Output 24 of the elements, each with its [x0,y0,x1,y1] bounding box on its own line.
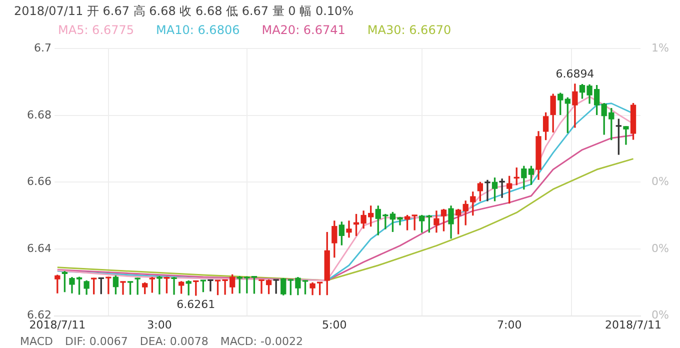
text: DIF: 0.0067 [64,335,128,348]
y2-tick-label: 0% [652,175,669,188]
text: MACD: -0.0022 [220,335,303,348]
text: MA5: 6.6775 [58,23,134,39]
candlestick [412,214,418,230]
x-tick-label: 3:00 [147,318,172,332]
text: DEA: 0.0078 [140,335,208,348]
y-tick-label: 6.68 [26,108,52,122]
annotation: 6.6894 [556,67,594,80]
y-tick-label: 6.7 [34,41,52,54]
y2-tick-label: 0% [652,242,669,255]
x-tick-label: 5:00 [322,318,347,332]
y2-tick-label: 1% [652,41,669,54]
text: MA10: 6.6806 [156,23,240,39]
text: MA30: 6.6670 [367,23,452,39]
y-tick-label: 6.64 [26,242,52,255]
chart-title: 2018/07/11 开 6.67 高 6.68 收 6.68 低 6.67 量 0 幅 0.10% [13,3,355,20]
x-tick-label: 7:00 [496,318,522,332]
y-tick-label: 6.66 [26,175,52,188]
candlestick [200,280,206,292]
annotation: 6.6261 [176,298,216,311]
text: MACD [20,335,53,348]
candlestick [316,282,323,296]
text: MA20: 6.6741 [262,23,346,39]
